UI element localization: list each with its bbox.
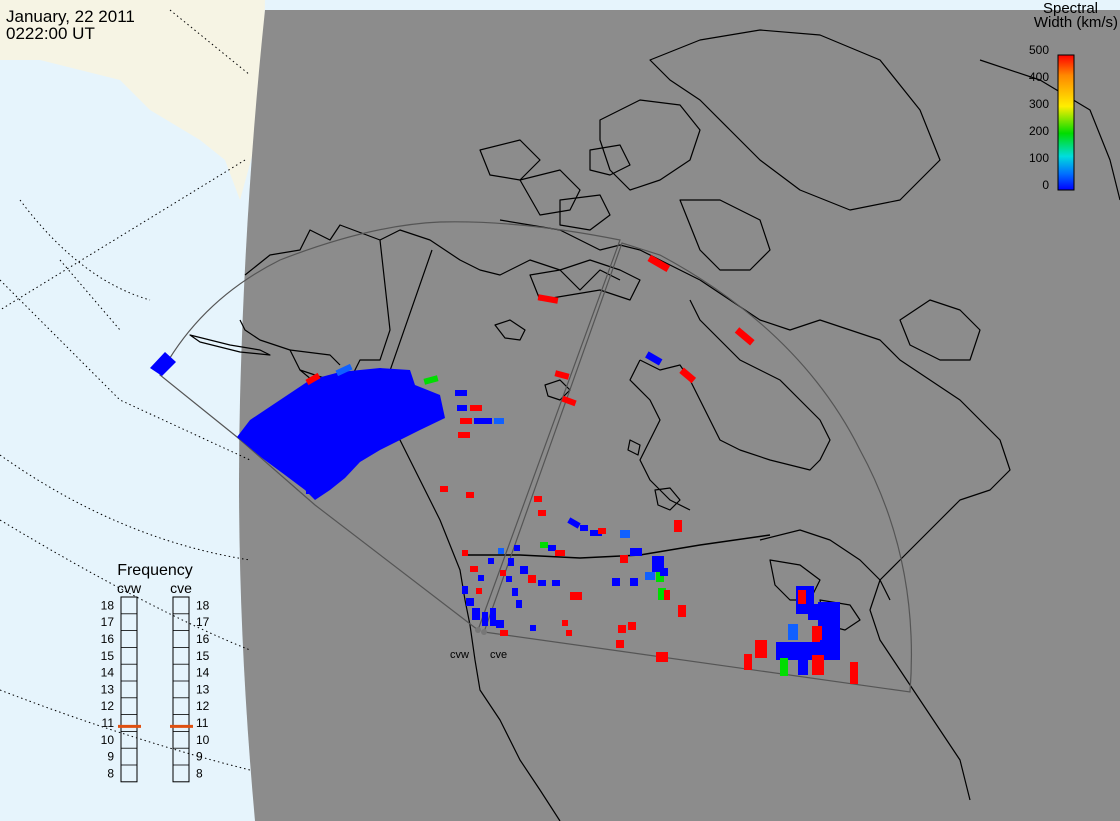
frequency-scale-label: 18 (101, 598, 115, 612)
frequency-scale-label: 17 (101, 615, 115, 629)
colorbar-tick: 100 (1029, 151, 1049, 165)
frequency-scale-box (120, 596, 138, 783)
frequency-scale-box (172, 596, 190, 783)
frequency-radar-label-cve: cve (170, 580, 192, 596)
radar-label-cve: cve (490, 649, 507, 661)
frequency-scale-label: 15 (101, 649, 115, 663)
colorbar-tick: 300 (1029, 97, 1049, 111)
sea-ice-region (0, 0, 265, 200)
frequency-scale-label: 14 (196, 666, 210, 680)
colorbar-title-line2: Width (km/s) (1034, 14, 1118, 31)
colorbar-tick: 500 (1029, 43, 1049, 57)
colorbar-gradient (1057, 54, 1075, 191)
frequency-scale-label: 12 (196, 699, 210, 713)
frequency-scale-label: 8 (107, 766, 114, 780)
scatter-data (150, 254, 858, 684)
frequency-scale-label: 11 (102, 716, 115, 730)
colorbar: Spectral Width (km/s) 500 400 300 200 10… (1029, 0, 1118, 192)
frequency-title: Frequency (117, 562, 193, 579)
frequency-column-cve: 18 17 16 15 14 13 12 11 10 9 8 (170, 596, 210, 783)
frequency-scale-label: 11 (196, 716, 209, 730)
frequency-radar-label-cvw: cvw (117, 580, 142, 596)
frequency-scale-label: 8 (196, 766, 203, 780)
frequency-scale-label: 13 (101, 682, 115, 696)
frequency-panel: Frequency cvw cve 18 17 16 15 14 13 12 11 10 9 8 1… (101, 562, 210, 783)
frequency-scale-label: 18 (196, 598, 210, 612)
alaska-canada-border (384, 249, 433, 386)
colorbar-tick: 0 (1042, 178, 1049, 192)
radar-sites (475, 627, 487, 635)
frequency-scale-label: 14 (101, 666, 115, 680)
time-label: 0222:00 UT (6, 24, 95, 43)
frequency-scale-label: 16 (196, 632, 210, 646)
colorbar-tick: 400 (1029, 70, 1049, 84)
radar-fov-outlines (159, 221, 913, 693)
frequency-scale-label: 10 (196, 733, 210, 747)
frequency-scale-label: 12 (101, 699, 115, 713)
frequency-scale-label: 17 (196, 615, 210, 629)
colorbar-tick: 200 (1029, 124, 1049, 138)
frequency-scale-label: 15 (196, 649, 210, 663)
radar-label-cvw: cvw (450, 649, 469, 661)
date-label: January, 22 2011 (6, 7, 135, 26)
frequency-scale-label: 10 (101, 733, 115, 747)
frequency-scale-label: 9 (196, 750, 203, 764)
frequency-column-cvw: 18 17 16 15 14 13 12 11 10 9 8 (101, 596, 141, 783)
frequency-scale-label: 16 (101, 632, 115, 646)
colorbar-title-line1: Spectral (1043, 0, 1098, 17)
map-projection-region (239, 10, 1120, 821)
frequency-scale-label: 9 (107, 750, 114, 764)
frequency-scale-label: 13 (196, 682, 210, 696)
